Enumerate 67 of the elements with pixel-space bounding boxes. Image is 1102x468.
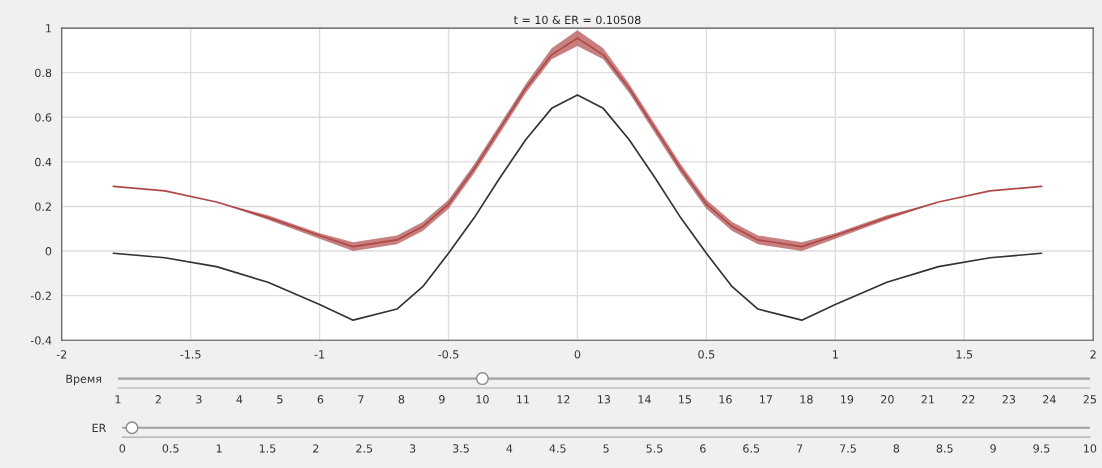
x-tick-label: 19 — [841, 395, 854, 404]
x-tick-label: -1 — [314, 350, 325, 359]
x-tick-label: 0 — [119, 444, 126, 453]
y-tick-label: 0.8 — [35, 68, 52, 78]
line-series — [112, 94, 1043, 322]
x-tick-label: 16 — [719, 395, 732, 404]
x-tick-label: 7.5 — [840, 444, 856, 453]
x-tick-label: 7 — [358, 395, 364, 404]
x-tick-label: 12 — [557, 395, 570, 404]
chart-title: t = 10 & ER = 0.10508 — [513, 15, 641, 25]
y-tick-label: ER — [92, 423, 107, 432]
x-tick-label: 14 — [638, 395, 651, 404]
x-tick-label: 1 — [115, 395, 121, 404]
x-tick-label: -1.5 — [180, 350, 201, 359]
x-tick-label: 6 — [700, 444, 706, 453]
x-tick-label: 6 — [317, 395, 324, 404]
x-tick-label: -2 — [56, 350, 67, 359]
x-tick-label: 15 — [679, 395, 691, 404]
y-tick-label: 0 — [45, 247, 52, 256]
x-tick-label: 9 — [439, 395, 445, 404]
x-tick-label: 21 — [921, 395, 934, 404]
x-tick-label: 0.5 — [162, 444, 179, 453]
y-tick-label: 0.4 — [35, 157, 52, 167]
x-tick-label: 24 — [1043, 395, 1056, 404]
x-tick-label: -0.5 — [438, 350, 459, 359]
x-tick-label: 6.5 — [743, 444, 760, 453]
x-tick-label: 9 — [990, 444, 996, 453]
x-tick-label: 3 — [196, 395, 202, 404]
x-tick-label: 0.5 — [698, 350, 715, 359]
x-tick-label: 4.5 — [549, 444, 566, 453]
x-tick-label: 9.5 — [1033, 444, 1050, 453]
y-tick-label: 1 — [46, 24, 51, 33]
x-tick-label: 2 — [1090, 350, 1096, 359]
x-tick-label: 4 — [506, 444, 513, 453]
x-tick-label: 5.5 — [646, 444, 663, 453]
x-tick-label: 1.5 — [259, 444, 276, 453]
x-tick-label: 8 — [893, 444, 900, 453]
x-tick-label: 2.5 — [356, 444, 373, 453]
x-tick-label: 10 — [1084, 444, 1097, 453]
x-tick-label: 3 — [409, 444, 416, 453]
x-tick-label: 2 — [313, 444, 319, 453]
y-tick-label: -0.4 — [30, 336, 52, 345]
x-tick-label: 17 — [760, 395, 773, 404]
x-tick-label: 1 — [833, 350, 838, 359]
x-tick-label: 2 — [155, 395, 161, 404]
x-tick-label: 25 — [1083, 395, 1096, 404]
x-tick-label: 3.5 — [452, 444, 469, 453]
x-tick-label: 10 — [476, 395, 489, 404]
x-tick-label: 0 — [574, 350, 581, 359]
x-tick-label: 11 — [517, 395, 529, 404]
y-tick-label: 0.6 — [35, 113, 52, 122]
x-tick-label: 8.5 — [936, 444, 953, 453]
x-tick-label: 8 — [398, 395, 405, 404]
x-tick-label: 1.5 — [956, 350, 973, 359]
y-tick-label: Время — [66, 374, 101, 386]
y-tick-label: -0.2 — [30, 291, 51, 301]
x-tick-label: 1 — [216, 444, 222, 453]
y-tick-label: 0.2 — [35, 202, 51, 211]
x-tick-label: 5 — [277, 395, 283, 404]
x-tick-label: 20 — [881, 395, 894, 404]
x-tick-label: 22 — [962, 395, 975, 404]
x-tick-label: 5 — [603, 444, 609, 453]
x-tick-label: 18 — [800, 395, 813, 404]
x-tick-label: 13 — [598, 395, 611, 404]
x-tick-label: 7 — [796, 444, 803, 453]
x-tick-label: 4 — [236, 395, 243, 404]
x-tick-label: 23 — [1002, 395, 1016, 404]
